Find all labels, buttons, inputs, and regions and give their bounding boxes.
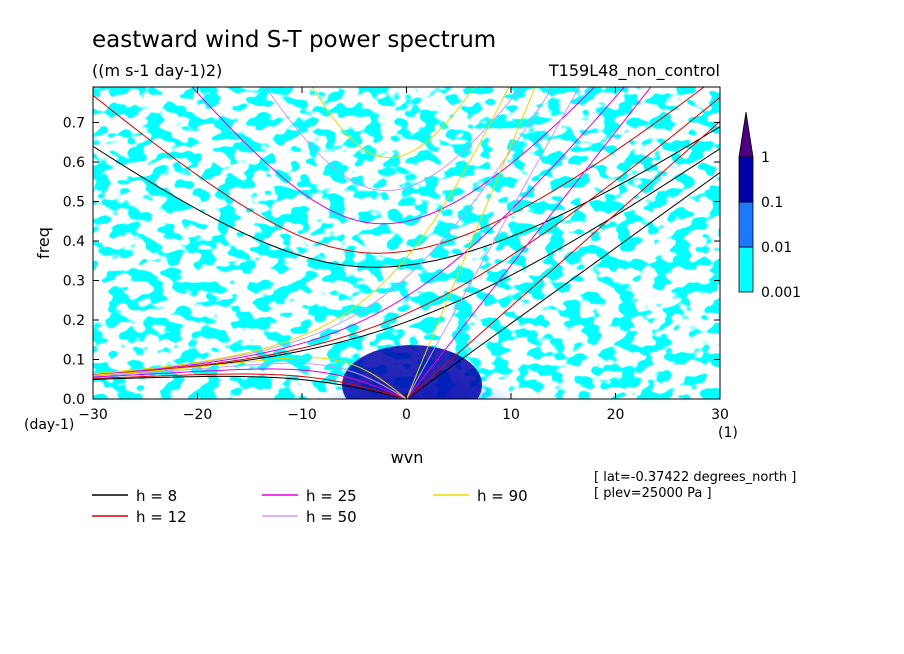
- legend: h = 8 h = 12 h = 25 h = 50 h = 90: [92, 487, 528, 526]
- dispersion-curve: [406, 87, 580, 399]
- colorbar-label: 0.001: [761, 285, 801, 301]
- y-tick-label: 0.7: [63, 116, 85, 132]
- legend-label: h = 25: [306, 487, 357, 505]
- y-axis-label: freq: [34, 227, 53, 259]
- dispersion-curve: [93, 97, 720, 376]
- x-tick-label: 0: [402, 407, 411, 423]
- colorbar: 0.001 0.01 0.1 1: [738, 111, 801, 301]
- dispersion-curve: [406, 172, 720, 399]
- plot-area: [93, 87, 720, 399]
- dispersion-curve: [406, 121, 720, 399]
- dispersion-curves: [93, 87, 720, 399]
- experiment-label: T159L48_non_control: [548, 61, 720, 81]
- colorbar-label: 0.1: [761, 195, 783, 211]
- dispersion-curve: [93, 357, 407, 399]
- x-tick-label: 20: [607, 407, 625, 423]
- y-tick-label: 0.2: [63, 313, 85, 329]
- chart-title: eastward wind S-T power spectrum: [92, 27, 496, 53]
- legend-label: h = 12: [136, 508, 187, 526]
- colorbar-label: 0.01: [761, 240, 792, 256]
- dispersion-curve: [93, 87, 705, 254]
- dispersion-curve: [93, 375, 407, 399]
- y-axis: 0.0 0.1 0.2 0.3 0.4 0.5 0.6 0.7: [63, 116, 720, 408]
- annotation-plev: [ plev=25000 Pa ]: [594, 486, 712, 501]
- legend-label: h = 8: [136, 487, 177, 505]
- colorbar-label: 1: [761, 150, 770, 166]
- colorbar-segment: [738, 156, 754, 203]
- dispersion-curve: [93, 87, 554, 375]
- dispersion-curve: [264, 87, 522, 192]
- dispersion-curve: [93, 87, 625, 375]
- x-axis: −30 −20 −10 0 10 20 30: [78, 87, 729, 423]
- power-field-peak: [342, 345, 482, 399]
- y-tick-label: 0.5: [63, 195, 85, 211]
- x-tick-label: 30: [711, 407, 729, 423]
- colorbar-extend-triangle: [738, 111, 754, 158]
- dispersion-curve: [93, 368, 407, 399]
- colorbar-segment: [738, 201, 754, 248]
- y-tick-label: 0.1: [63, 353, 85, 369]
- y-tick-label: 0.0: [63, 392, 85, 408]
- legend-label: h = 90: [477, 487, 528, 505]
- x-tick-label: −30: [78, 407, 108, 423]
- x-unit-label: (1): [718, 425, 738, 441]
- x-tick-label: 10: [502, 407, 520, 423]
- y-tick-label: 0.6: [63, 155, 85, 171]
- dispersion-curve: [406, 87, 536, 399]
- x-tick-label: −20: [183, 407, 213, 423]
- y-tick-label: 0.4: [63, 234, 85, 250]
- dispersion-curve: [406, 87, 652, 399]
- chart-units: ((m s-1 day-1)2): [92, 61, 222, 80]
- dispersion-curve: [93, 362, 407, 399]
- legend-label: h = 50: [306, 508, 357, 526]
- dispersion-curve: [93, 126, 720, 268]
- x-tick-label: −10: [287, 407, 317, 423]
- colorbar-segment: [738, 246, 754, 293]
- annotation-lat: [ lat=-0.37422 degrees_north ]: [594, 470, 796, 485]
- y-unit-label: (day-1): [24, 417, 74, 433]
- dispersion-curve: [311, 87, 475, 159]
- dispersion-curve: [93, 373, 407, 399]
- y-tick-label: 0.3: [63, 274, 85, 290]
- x-axis-label: wvn: [391, 448, 424, 467]
- power-field-high: [270, 262, 570, 399]
- dispersion-curve: [93, 87, 510, 375]
